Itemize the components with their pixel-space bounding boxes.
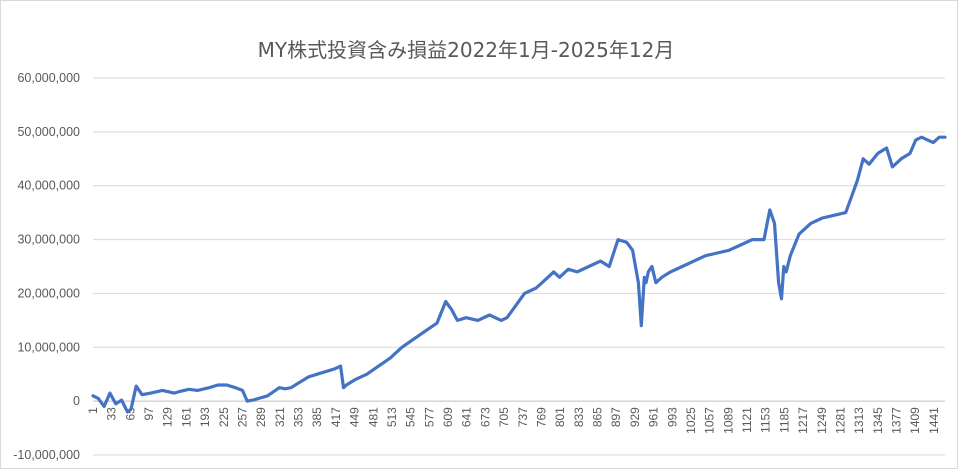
x-tick-label: 417 [329,407,343,427]
chart-title: MY株式投資含み損益2022年1月-2025年12月 [258,38,675,62]
x-axis-ticks: 1 33 65 97 129 161 193 225 257 289 321 353 385 417 449… [86,407,941,434]
x-tick-label: 609 [441,407,455,427]
x-tick-label: 1025 [684,407,698,434]
x-tick-label: 545 [404,407,418,427]
y-tick-label: 10,000,000 [17,340,80,354]
x-tick-label: 1057 [703,407,717,434]
x-tick-label: 1185 [777,407,791,433]
x-tick-label: 705 [497,407,511,427]
x-tick-label: 993 [665,407,679,427]
y-tick-label: 20,000,000 [17,286,80,300]
x-tick-label: 1 [86,407,100,414]
grid-lines [93,77,945,456]
series-line [91,135,947,414]
y-tick-label: 30,000,000 [17,233,80,247]
x-tick-label: 1345 [871,407,885,434]
x-tick-label: 737 [516,407,530,427]
x-tick-label: 449 [348,407,362,427]
x-tick-label: 481 [366,407,380,427]
x-tick-label: 833 [572,407,586,427]
x-tick-label: 1249 [815,407,829,434]
x-tick-label: 929 [628,407,642,427]
x-tick-label: 897 [609,407,623,427]
x-tick-label: 513 [385,407,399,427]
x-tick-label: 641 [460,407,474,427]
x-tick-label: 577 [422,407,436,427]
x-tick-label: 193 [198,407,212,427]
x-tick-label: 289 [254,407,268,427]
y-tick-label: 50,000,000 [17,125,80,139]
x-tick-label: 385 [310,407,324,427]
series-group [91,135,947,414]
x-tick-label: 257 [235,407,249,427]
x-tick-label: 33 [105,407,119,421]
x-tick-label: 865 [591,407,605,427]
x-tick-label: 321 [273,407,287,427]
y-tick-label: 40,000,000 [17,179,80,193]
x-tick-label: 1281 [833,407,847,434]
x-tick-label: 1217 [796,407,810,434]
x-tick-label: 225 [217,407,231,427]
x-tick-label: 1441 [927,407,941,434]
x-tick-label: 769 [534,407,548,427]
x-tick-label: 1409 [908,407,922,434]
x-tick-label: 161 [179,407,193,427]
y-tick-label: -10,000,000 [13,448,80,462]
x-tick-label: 1089 [721,407,735,434]
x-tick-label: 353 [292,407,306,427]
x-tick-label: 961 [647,407,661,427]
y-tick-label: 60,000,000 [17,71,80,85]
y-axis-ticks: -10,000,000 0 10,000,000 20,000,000 30,000,0… [13,71,80,462]
x-tick-label: 1153 [759,407,773,433]
x-tick-label: 1313 [852,407,866,434]
x-tick-label: 97 [142,407,156,421]
x-tick-label: 673 [478,407,492,427]
y-tick-label: 0 [73,394,80,408]
x-tick-label: 801 [553,407,567,427]
x-tick-label: 129 [161,407,175,427]
x-tick-label: 1121 [740,407,754,433]
x-tick-label: 1377 [890,407,904,434]
